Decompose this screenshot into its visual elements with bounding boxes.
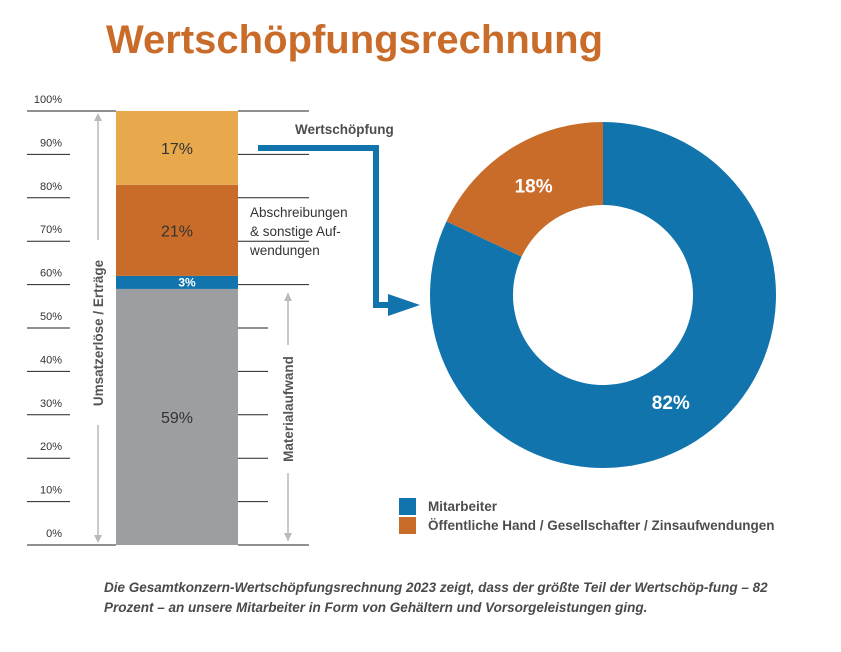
legend-swatch (399, 498, 416, 515)
bar-segment (116, 288, 238, 545)
abschreibungen-label: Abschreibungen & sonstige Auf- wendungen (250, 203, 348, 260)
bar-segment-label: 3% (178, 275, 196, 289)
y-tick-label: 90% (40, 137, 62, 149)
materialaufwand-label-bg (278, 345, 298, 473)
bar-segment (116, 275, 238, 289)
flow-arrow (258, 145, 392, 308)
bar-segment-label: 59% (161, 410, 193, 427)
legend-item: Mitarbeiter (399, 497, 775, 516)
note-line: & sonstige Auf- (250, 224, 341, 239)
y-tick-label: 100% (34, 94, 62, 106)
y-tick-label: 80% (40, 181, 62, 193)
legend-item: Öffentliche Hand / Gesellschafter / Zins… (399, 516, 775, 535)
y-tick-label: 20% (40, 441, 62, 453)
note-line: Abschreibungen (250, 205, 348, 220)
y-tick-label: 10% (40, 485, 62, 497)
donut-slice-label: 82% (652, 393, 690, 414)
bar-segment-label: 17% (161, 141, 193, 158)
y-tick-label: 70% (40, 224, 62, 236)
note-line: wendungen (250, 243, 320, 258)
donut-slice-label: 18% (515, 177, 553, 198)
y-tick-label: 40% (40, 354, 62, 366)
donut-slice (429, 122, 776, 468)
y-tick-label: 50% (40, 311, 62, 323)
bar-segment (116, 111, 238, 185)
flow-arrow-head (388, 294, 420, 316)
legend: Mitarbeiter Öffentliche Hand / Gesellsch… (399, 497, 775, 535)
legend-label: Öffentliche Hand / Gesellschafter / Zins… (428, 518, 775, 533)
legend-swatch (399, 517, 416, 534)
caption: Die Gesamtkonzern-Wertschöpfungsrechnung… (104, 580, 768, 615)
bar-segment-label: 21% (161, 223, 193, 240)
y-axis-label: Umsatzerlöse / Erträge (91, 259, 106, 406)
y-tick-label: 0% (46, 528, 62, 540)
page-title: Wertschöpfungsrechnung (106, 18, 604, 62)
materialaufwand-label: Materialaufwand (281, 356, 296, 462)
y-tick-label: 60% (40, 268, 62, 280)
bar-segment (116, 184, 238, 276)
legend-label: Mitarbeiter (428, 499, 498, 514)
donut-slice (446, 122, 603, 257)
y-tick-label: 30% (40, 398, 62, 410)
axis-label-bg (88, 240, 108, 425)
wertschoepfung-label: Wertschöpfung (295, 122, 394, 137)
